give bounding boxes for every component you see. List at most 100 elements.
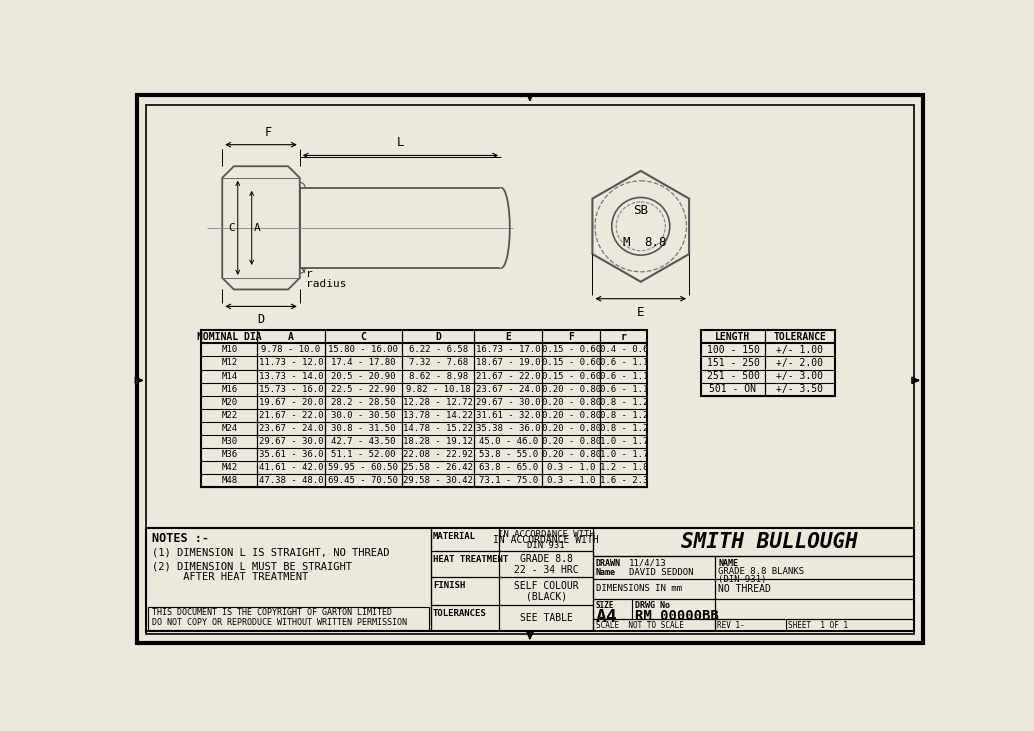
Text: 13.78 - 14.22: 13.78 - 14.22: [403, 411, 473, 420]
Text: RM 00000BB: RM 00000BB: [635, 609, 719, 623]
Text: 25.58 - 26.42: 25.58 - 26.42: [403, 463, 473, 472]
Text: IN ACCORDANCE WITH: IN ACCORDANCE WITH: [493, 534, 599, 545]
Text: SCALE  NOT TO SCALE: SCALE NOT TO SCALE: [596, 621, 683, 629]
Text: M24: M24: [221, 424, 237, 433]
Text: 35.61 - 36.0: 35.61 - 36.0: [258, 450, 323, 459]
Bar: [300, 188, 501, 268]
Text: C: C: [229, 223, 236, 233]
Text: D: D: [435, 332, 442, 342]
Text: M48: M48: [221, 477, 237, 485]
Text: 73.1 - 75.0: 73.1 - 75.0: [479, 477, 538, 485]
Text: 19.67 - 20.0: 19.67 - 20.0: [258, 398, 323, 406]
Text: 0.20 - 0.80: 0.20 - 0.80: [542, 437, 601, 446]
Text: M14: M14: [221, 371, 237, 381]
Text: 1.0 - 1.7: 1.0 - 1.7: [600, 437, 648, 446]
Text: +/- 1.00: +/- 1.00: [777, 345, 823, 355]
Text: E: E: [637, 306, 644, 319]
Text: M20: M20: [221, 398, 237, 406]
Text: 8.62 - 8.98: 8.62 - 8.98: [408, 371, 467, 381]
Text: +/- 2.00: +/- 2.00: [777, 358, 823, 368]
Text: 12.28 - 12.72: 12.28 - 12.72: [403, 398, 473, 406]
Text: 31.61 - 32.0: 31.61 - 32.0: [476, 411, 541, 420]
Text: 0.8 - 1.2: 0.8 - 1.2: [600, 398, 648, 406]
Text: 22.08 - 22.92: 22.08 - 22.92: [403, 450, 473, 459]
Text: 11/4/13: 11/4/13: [629, 559, 667, 568]
Text: 0.8 - 1.2: 0.8 - 1.2: [600, 411, 648, 420]
Text: 0.3 - 1.0: 0.3 - 1.0: [547, 463, 596, 472]
Text: +/- 3.50: +/- 3.50: [777, 385, 823, 394]
Text: 45.0 - 46.0: 45.0 - 46.0: [479, 437, 538, 446]
Text: +/- 3.00: +/- 3.00: [777, 371, 823, 381]
Text: 16.73 - 17.0: 16.73 - 17.0: [476, 346, 541, 355]
Text: (2) DIMENSION L MUST BE STRAIGHT: (2) DIMENSION L MUST BE STRAIGHT: [152, 561, 353, 572]
Text: M: M: [622, 235, 630, 249]
Text: 29.67 - 30.0: 29.67 - 30.0: [258, 437, 323, 446]
Text: A: A: [287, 332, 294, 342]
Text: L: L: [397, 136, 404, 149]
Text: M10: M10: [221, 346, 237, 355]
Text: 0.20 - 0.80: 0.20 - 0.80: [542, 450, 601, 459]
Text: 0.20 - 0.80: 0.20 - 0.80: [542, 411, 601, 420]
Text: Name: Name: [596, 568, 616, 577]
Text: GRADE 8.8 BLANKS: GRADE 8.8 BLANKS: [719, 567, 804, 577]
Text: 63.8 - 65.0: 63.8 - 65.0: [479, 463, 538, 472]
Text: 0.20 - 0.80: 0.20 - 0.80: [542, 424, 601, 433]
Text: 17.4 - 17.80: 17.4 - 17.80: [331, 358, 396, 368]
Text: 29.67 - 30.0: 29.67 - 30.0: [476, 398, 541, 406]
Text: F: F: [569, 332, 574, 342]
Text: 0.20 - 0.80: 0.20 - 0.80: [542, 385, 601, 394]
Text: M22: M22: [221, 411, 237, 420]
Text: 42.7 - 43.50: 42.7 - 43.50: [331, 437, 396, 446]
Text: 59.95 - 60.50: 59.95 - 60.50: [329, 463, 398, 472]
Text: r: r: [620, 332, 627, 342]
Text: DAVID SEDDON: DAVID SEDDON: [629, 568, 694, 577]
Text: 7.32 - 7.68: 7.32 - 7.68: [408, 358, 467, 368]
Text: 9.82 - 10.18: 9.82 - 10.18: [405, 385, 470, 394]
Text: 501 - ON: 501 - ON: [709, 385, 757, 394]
Text: M42: M42: [221, 463, 237, 472]
Text: THIS DOCUMENT IS THE COPYRIGHT OF GARTON LIMITED: THIS DOCUMENT IS THE COPYRIGHT OF GARTON…: [152, 608, 393, 618]
Text: 47.38 - 48.0: 47.38 - 48.0: [258, 477, 323, 485]
Text: 22.5 - 22.90: 22.5 - 22.90: [331, 385, 396, 394]
Text: MATERIAL: MATERIAL: [433, 532, 476, 541]
Text: radius: radius: [306, 279, 346, 289]
Text: SELF COLOUR: SELF COLOUR: [514, 581, 578, 591]
Text: FINISH: FINISH: [433, 581, 465, 591]
Text: 0.15 - 0.60: 0.15 - 0.60: [542, 371, 601, 381]
Text: 51.1 - 52.00: 51.1 - 52.00: [331, 450, 396, 459]
Text: TOLERANCE: TOLERANCE: [773, 332, 826, 342]
Text: TOLERANCES: TOLERANCES: [433, 609, 487, 618]
Text: SHEET  1 OF 1: SHEET 1 OF 1: [788, 621, 848, 629]
Text: 8.8: 8.8: [644, 235, 667, 249]
Text: 41.61 - 42.0: 41.61 - 42.0: [258, 463, 323, 472]
Text: (BLACK): (BLACK): [525, 591, 567, 602]
Text: 30.0 - 30.50: 30.0 - 30.50: [331, 411, 396, 420]
Text: 0.8 - 1.2: 0.8 - 1.2: [600, 424, 648, 433]
Text: 21.67 - 22.0: 21.67 - 22.0: [258, 411, 323, 420]
Text: SEE TABLE: SEE TABLE: [520, 613, 573, 624]
Text: DIN 931: DIN 931: [527, 541, 565, 550]
Text: 251 - 500: 251 - 500: [706, 371, 759, 381]
Circle shape: [612, 197, 670, 255]
Text: 6.22 - 6.58: 6.22 - 6.58: [408, 346, 467, 355]
Text: 69.45 - 70.50: 69.45 - 70.50: [329, 477, 398, 485]
Text: 0.6 - 1.1: 0.6 - 1.1: [600, 371, 648, 381]
Text: 0.15 - 0.60: 0.15 - 0.60: [542, 358, 601, 368]
Text: NOTES :-: NOTES :-: [152, 532, 210, 545]
Text: A4: A4: [596, 608, 617, 626]
Text: 15.73 - 16.0: 15.73 - 16.0: [258, 385, 323, 394]
Text: M36: M36: [221, 450, 237, 459]
Polygon shape: [592, 171, 689, 281]
Text: SMITH BULLOUGH: SMITH BULLOUGH: [681, 532, 858, 552]
Text: 1.2 - 1.8: 1.2 - 1.8: [600, 463, 648, 472]
Text: 28.2 - 28.50: 28.2 - 28.50: [331, 398, 396, 406]
Text: LENGTH: LENGTH: [716, 332, 751, 342]
Text: 0.3 - 1.0: 0.3 - 1.0: [547, 477, 596, 485]
Text: 23.67 - 24.0: 23.67 - 24.0: [476, 385, 541, 394]
Text: 53.8 - 55.0: 53.8 - 55.0: [479, 450, 538, 459]
Text: 30.8 - 31.50: 30.8 - 31.50: [331, 424, 396, 433]
Polygon shape: [222, 166, 300, 289]
Text: 14.78 - 15.22: 14.78 - 15.22: [403, 424, 473, 433]
Text: 0.6 - 1.1: 0.6 - 1.1: [600, 358, 648, 368]
Text: REV 1-: REV 1-: [718, 621, 746, 629]
